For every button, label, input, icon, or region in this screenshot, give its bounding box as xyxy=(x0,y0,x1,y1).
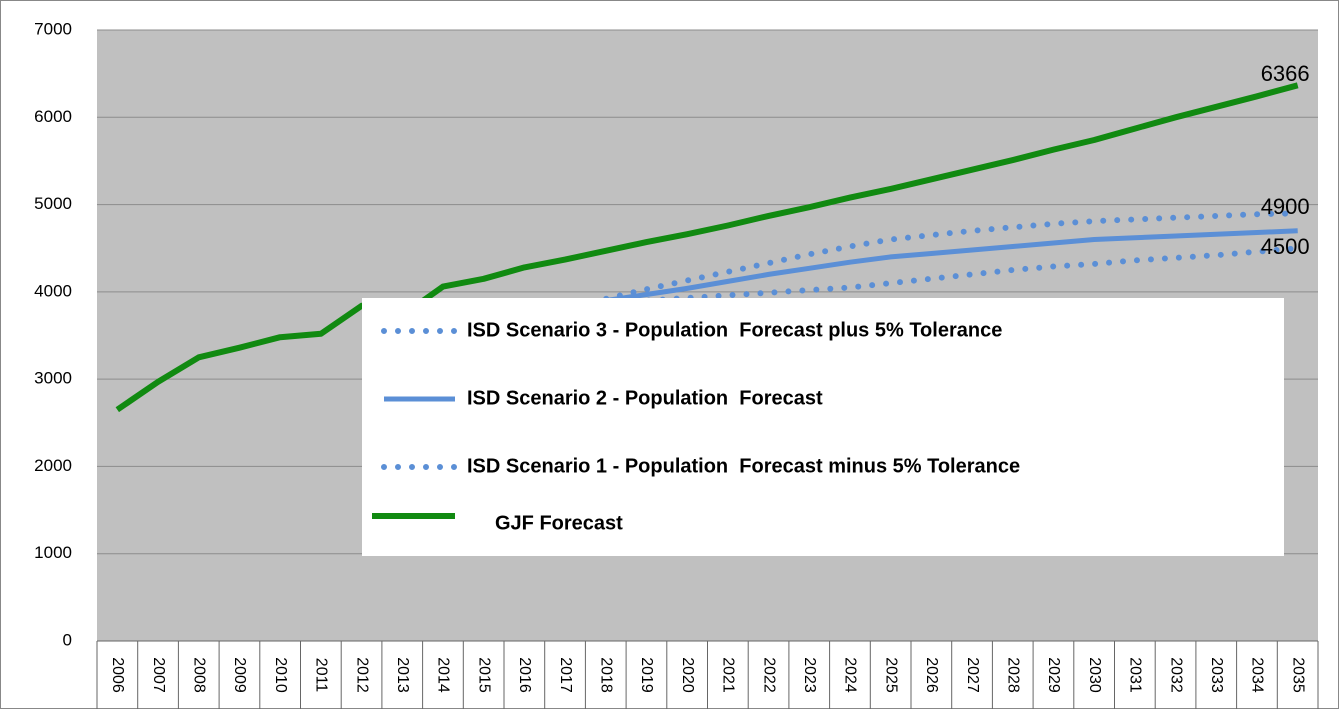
x-tick-label: 2025 xyxy=(882,657,899,693)
y-tick-label: 5000 xyxy=(34,194,72,213)
x-tick-label: 2034 xyxy=(1249,657,1266,693)
series-line xyxy=(562,210,1301,310)
x-tick-label: 2022 xyxy=(760,657,777,693)
legend-label: ISD Scenario 2 - Population Forecast xyxy=(467,387,823,409)
data-label: 6366 xyxy=(1261,61,1310,86)
data-label: 4500 xyxy=(1261,234,1310,259)
x-tick-label: 2013 xyxy=(394,657,411,693)
x-tick-label: 2035 xyxy=(1289,657,1306,693)
x-tick-label: 2010 xyxy=(272,657,289,693)
x-tick-label: 2026 xyxy=(923,657,940,693)
x-tick-label: 2023 xyxy=(801,657,818,693)
y-tick-label: 2000 xyxy=(34,456,72,475)
x-tick-label: 2021 xyxy=(720,657,737,693)
x-tick-label: 2028 xyxy=(1005,657,1022,693)
x-tick-label: 2027 xyxy=(964,657,981,693)
x-tick-label: 2009 xyxy=(231,657,248,693)
series-line xyxy=(115,82,1299,413)
legend-label: ISD Scenario 3 - Population Forecast plu… xyxy=(467,319,1002,341)
x-tick-label: 2011 xyxy=(313,658,330,693)
x-tick-label: 2006 xyxy=(109,657,126,693)
x-tick-label: 2033 xyxy=(1208,657,1225,693)
y-tick-label: 0 xyxy=(63,630,72,649)
x-tick-label: 2032 xyxy=(1167,657,1184,693)
x-tick-label: 2017 xyxy=(557,657,574,693)
x-tick-label: 2019 xyxy=(638,657,655,693)
y-tick-label: 7000 xyxy=(34,19,72,38)
y-tick-label: 3000 xyxy=(34,369,72,388)
x-tick-label: 2012 xyxy=(353,657,370,693)
y-tick-label: 1000 xyxy=(34,543,72,562)
data-label: 4900 xyxy=(1261,194,1310,219)
legend-box xyxy=(362,298,1284,556)
y-tick-label: 4000 xyxy=(34,281,72,300)
legend-label: GJF Forecast xyxy=(495,512,623,534)
x-tick-label: 2024 xyxy=(842,657,859,693)
legend-label: ISD Scenario 1 - Population Forecast min… xyxy=(467,455,1020,477)
x-tick-label: 2007 xyxy=(150,657,167,693)
x-tick-label: 2008 xyxy=(191,657,208,693)
x-tick-label: 2020 xyxy=(679,657,696,693)
x-tick-label: 2029 xyxy=(1045,657,1062,693)
x-tick-label: 2016 xyxy=(516,657,533,693)
y-tick-label: 6000 xyxy=(34,107,72,126)
x-tick-label: 2014 xyxy=(435,657,452,693)
x-tick-label: 2031 xyxy=(1127,657,1144,693)
x-tick-label: 2018 xyxy=(598,657,615,693)
x-tick-label: 2015 xyxy=(475,657,492,693)
x-tick-label: 2030 xyxy=(1086,657,1103,693)
